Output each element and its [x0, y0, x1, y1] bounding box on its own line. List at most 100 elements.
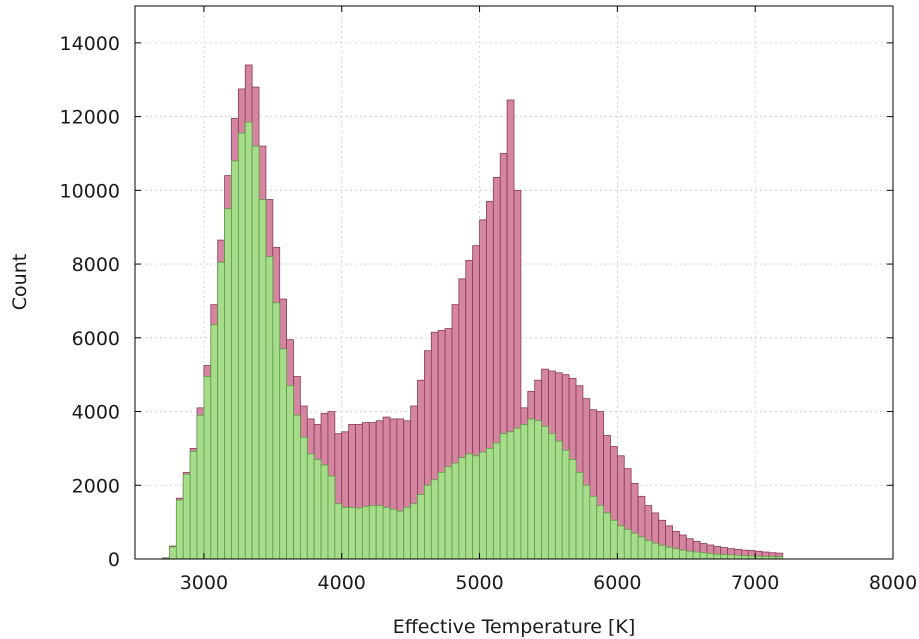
bar-series-2	[685, 550, 694, 560]
bar-series-2	[575, 471, 584, 560]
bar-series-2	[699, 552, 708, 560]
bar-series-2	[320, 464, 329, 560]
x-tick-label: 6000	[593, 572, 641, 594]
series-2-bars	[162, 121, 784, 560]
y-axis-title: Count	[9, 254, 31, 310]
bar-series-2	[348, 506, 356, 560]
bar-series-2	[382, 506, 391, 560]
bar-series-2	[672, 548, 680, 560]
bar-series-2	[713, 553, 722, 560]
bar-series-2	[313, 459, 322, 560]
bar-series-2	[182, 473, 191, 560]
bar-series-2	[534, 420, 542, 560]
bar-series-2	[251, 145, 260, 560]
bar-series-2	[492, 442, 501, 560]
y-tick-label: 6000	[72, 328, 120, 350]
y-tick-label: 0	[108, 549, 120, 571]
bar-series-2	[513, 427, 522, 560]
bar-series-2	[417, 494, 425, 560]
bar-series-2	[175, 499, 184, 560]
bar-series-2	[596, 505, 604, 560]
y-axis-ticks: 0 2000 4000 6000 8000 10000 12000 14000	[60, 33, 893, 571]
bar-series-2	[217, 261, 225, 560]
bar-series-2	[430, 479, 439, 560]
bar-series-2	[506, 431, 515, 560]
y-tick-label: 10000	[60, 180, 120, 202]
bar-series-2	[541, 425, 549, 560]
bar-series-2	[410, 503, 418, 560]
bar-series-2	[437, 471, 446, 560]
bar-series-2	[375, 505, 384, 560]
x-tick-label: 4000	[318, 572, 366, 594]
x-tick-label: 5000	[455, 572, 503, 594]
bar-series-2	[548, 433, 556, 560]
bar-series-2	[486, 447, 494, 560]
bar-series-2	[479, 451, 487, 560]
bar-series-2	[341, 506, 350, 560]
bar-series-2	[665, 546, 673, 560]
bar-series-2	[651, 542, 660, 560]
bar-series-2	[334, 503, 343, 560]
y-tick-label: 2000	[72, 475, 120, 497]
bar-series-2	[658, 544, 667, 560]
bar-series-2	[678, 549, 687, 560]
x-axis-title: Effective Temperature [K]	[393, 616, 636, 638]
bar-series-2	[527, 418, 536, 560]
bar-series-2	[451, 462, 460, 560]
bar-series-2	[306, 453, 315, 560]
bar-series-2	[203, 376, 212, 560]
bar-series-2	[424, 484, 432, 560]
bar-series-2	[630, 532, 639, 560]
bar-series-2	[389, 508, 398, 560]
bar-series-2	[582, 484, 591, 560]
bar-series-2	[561, 449, 570, 560]
bar-series-2	[189, 450, 198, 560]
bar-series-2	[169, 546, 177, 560]
bar-series-2	[327, 475, 336, 560]
x-axis-ticks: 3000 4000 5000 6000 7000 8000	[180, 6, 917, 594]
bar-series-2	[610, 519, 618, 560]
x-tick-label: 8000	[869, 572, 917, 594]
bar-series-2	[265, 256, 274, 560]
bar-series-2	[720, 554, 729, 560]
bar-series-2	[231, 160, 239, 560]
y-tick-label: 8000	[72, 254, 120, 276]
bar-series-2	[520, 424, 529, 560]
bar-series-2	[568, 459, 577, 560]
bar-series-2	[279, 348, 287, 560]
bar-series-2	[472, 455, 480, 560]
bar-series-2	[554, 440, 563, 560]
y-tick-label: 4000	[72, 402, 120, 424]
bar-series-2	[368, 505, 377, 560]
y-tick-label: 14000	[60, 33, 120, 55]
bar-series-2	[355, 507, 363, 560]
bar-series-2	[210, 324, 219, 560]
bar-series-2	[499, 433, 508, 560]
bar-series-2	[727, 554, 735, 560]
bar-series-2	[403, 506, 412, 560]
y-tick-label: 12000	[60, 107, 120, 129]
x-tick-label: 3000	[180, 572, 228, 594]
bar-series-2	[237, 132, 246, 560]
bar-series-2	[465, 453, 474, 560]
bar-series-2	[589, 495, 598, 560]
bar-series-2	[644, 540, 653, 560]
bar-series-2	[224, 208, 232, 560]
plot-frame	[134, 5, 894, 560]
bar-series-2	[444, 466, 453, 560]
bar-series-2	[603, 512, 611, 560]
bar-series-2	[637, 536, 646, 560]
bar-series-2	[293, 414, 301, 560]
bar-series-2	[706, 553, 715, 560]
bar-series-2	[272, 302, 281, 560]
bar-series-2	[734, 554, 742, 560]
x-tick-label: 7000	[731, 572, 779, 594]
bar-series-2	[692, 551, 701, 560]
bar-series-2	[196, 414, 205, 560]
bar-series-2	[244, 121, 253, 560]
bar-series-2	[616, 525, 625, 560]
bar-series-2	[258, 199, 267, 560]
bar-series-2	[458, 457, 467, 560]
bar-series-2	[299, 436, 308, 560]
